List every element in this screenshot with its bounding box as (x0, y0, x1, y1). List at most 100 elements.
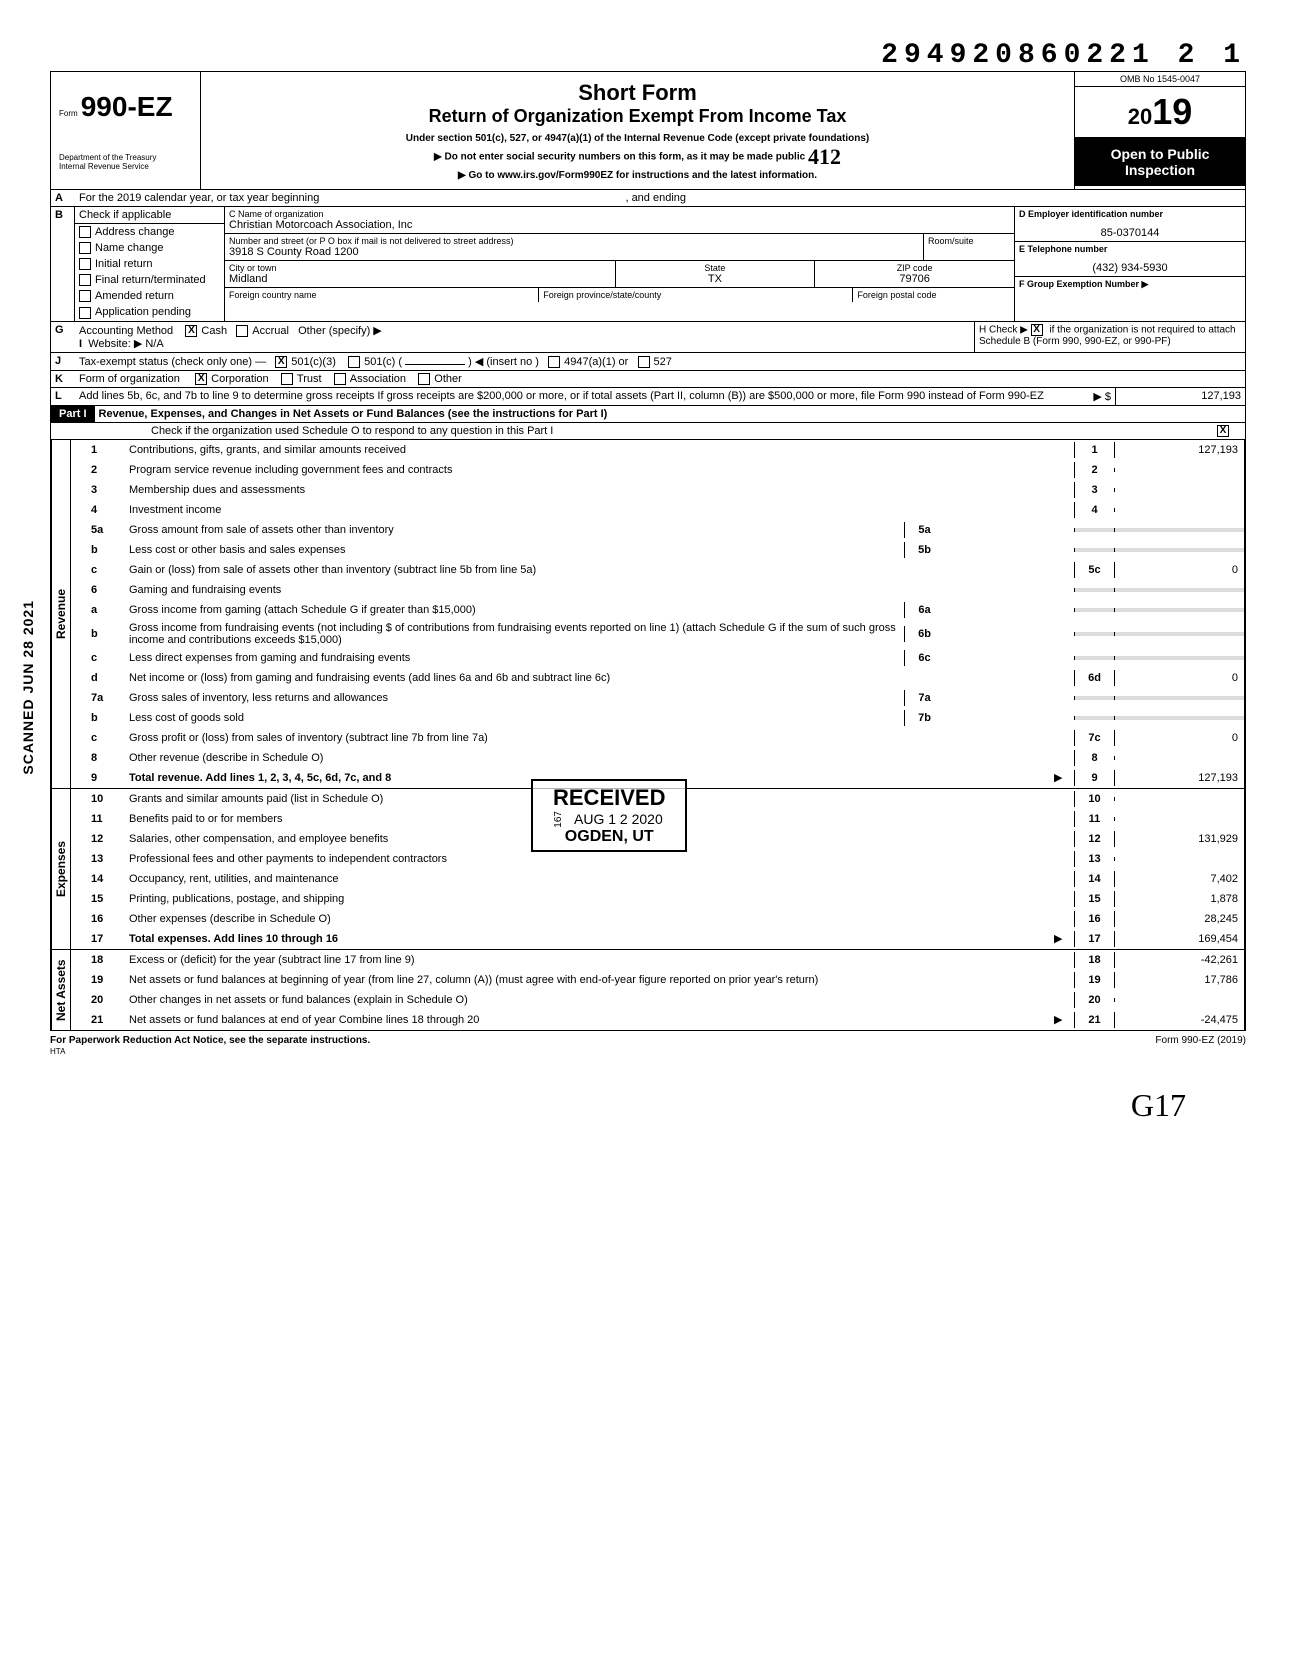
open-public: Open to Public Inspection (1075, 138, 1245, 186)
ln20-desc: Other changes in net assets or fund bala… (125, 992, 1074, 1008)
state-label: State (620, 263, 811, 273)
ln7c-box: 7c (1074, 730, 1114, 746)
checkbox-name-change[interactable] (79, 242, 91, 254)
letter-j: J (51, 353, 75, 370)
ln20-box: 20 (1074, 992, 1114, 1008)
ln5b-shadeval (1114, 548, 1244, 552)
letter-g: G (51, 322, 75, 352)
part1-header-row: Part I Revenue, Expenses, and Changes in… (50, 406, 1246, 423)
ln5b-desc: Less cost or other basis and sales expen… (125, 542, 904, 558)
ln5c-num: c (71, 564, 125, 576)
ln13-val (1114, 857, 1244, 861)
line-k: K Form of organization Corporation Trust… (50, 371, 1246, 388)
checkbox-amended[interactable] (79, 290, 91, 302)
ln6c-shadeval (1114, 656, 1244, 660)
ln7c-desc: Gross profit or (loss) from sales of inv… (125, 730, 1074, 746)
d-label: D Employer identification number (1019, 209, 1241, 219)
ln2-val (1114, 468, 1244, 472)
ln6d-val: 0 (1114, 670, 1244, 686)
checkbox-h[interactable] (1031, 324, 1043, 336)
ln6d-box: 6d (1074, 670, 1114, 686)
part1-check-text: Check if the organization used Schedule … (51, 423, 1205, 439)
i-label: Website: ▶ (88, 338, 142, 350)
ln20-num: 20 (71, 994, 125, 1006)
g-label: Accounting Method (79, 325, 173, 337)
checkbox-schedule-o[interactable] (1217, 425, 1229, 437)
ln17-num: 17 (71, 933, 125, 945)
website: N/A (145, 338, 163, 350)
year-prefix: 20 (1128, 104, 1152, 129)
checkbox-address-change[interactable] (79, 226, 91, 238)
ln19-box: 19 (1074, 972, 1114, 988)
ln1-val: 127,193 (1114, 442, 1244, 458)
ln5b-shade (1074, 548, 1114, 552)
title-cell: Short Form Return of Organization Exempt… (201, 72, 1075, 189)
zip-label: ZIP code (819, 263, 1010, 273)
ln14-desc: Occupancy, rent, utilities, and maintena… (125, 871, 1074, 887)
city: Midland (229, 273, 611, 285)
footer: For Paperwork Reduction Act Notice, see … (50, 1031, 1246, 1057)
ln14-num: 14 (71, 873, 125, 885)
under-section: Under section 501(c), 527, or 4947(a)(1)… (213, 133, 1062, 144)
ln5a-shadeval (1114, 528, 1244, 532)
ln7b-desc: Less cost of goods sold (125, 710, 904, 726)
checkbox-other[interactable] (418, 373, 430, 385)
b-label: Check if applicable (75, 207, 224, 224)
opt-other-specify: Other (specify) ▶ (298, 325, 382, 337)
ln17-box: 17 (1074, 931, 1114, 947)
insert-no-box[interactable] (405, 364, 465, 365)
checkbox-corp[interactable] (195, 373, 207, 385)
checkbox-final-return[interactable] (79, 274, 91, 286)
ln15-val: 1,878 (1114, 891, 1244, 907)
signature: G17 (50, 1057, 1246, 1124)
opt-initial-return: Initial return (95, 258, 152, 270)
ln6b-num: b (71, 628, 125, 640)
ln2-desc: Program service revenue including govern… (125, 462, 1074, 478)
form-number: 990-EZ (81, 91, 173, 122)
ln13-desc: Professional fees and other payments to … (125, 851, 1074, 867)
ln21-val: -24,475 (1114, 1012, 1244, 1028)
opt-final-return: Final return/terminated (95, 274, 206, 286)
ln1-num: 1 (71, 444, 125, 456)
ln3-val (1114, 488, 1244, 492)
ln16-num: 16 (71, 913, 125, 925)
ln6a-ibox: 6a (904, 602, 944, 618)
ln2-box: 2 (1074, 462, 1114, 478)
ln11-num: 11 (71, 813, 125, 825)
checkbox-trust[interactable] (281, 373, 293, 385)
opt-501c: 501(c) ( (364, 356, 402, 368)
h-label: H Check ▶ (979, 324, 1028, 335)
name-address-col: C Name of organization Christian Motorco… (225, 207, 1015, 321)
checkbox-initial-return[interactable] (79, 258, 91, 270)
ln9-arrow: ▶ (1054, 771, 1074, 784)
stamp-location: OGDEN, UT (553, 828, 665, 846)
check-applicable-col: Check if applicable Address change Name … (75, 207, 225, 321)
opt-trust: Trust (297, 373, 322, 385)
f-label: F Group Exemption Number ▶ (1015, 277, 1245, 292)
expenses-section: Expenses 10Grants and similar amounts pa… (50, 789, 1246, 950)
checkbox-501c3[interactable] (275, 356, 287, 368)
checkbox-501c[interactable] (348, 356, 360, 368)
checkbox-accrual[interactable] (236, 325, 248, 337)
checkbox-527[interactable] (638, 356, 650, 368)
ln8-num: 8 (71, 752, 125, 764)
checkbox-4947[interactable] (548, 356, 560, 368)
dfe-col: D Employer identification number 85-0370… (1015, 207, 1245, 321)
ln5b-num: b (71, 544, 125, 556)
checkbox-cash[interactable] (185, 325, 197, 337)
opt-4947: 4947(a)(1) or (564, 356, 628, 368)
ln4-box: 4 (1074, 502, 1114, 518)
checkbox-app-pending[interactable] (79, 307, 91, 319)
ln5c-val: 0 (1114, 562, 1244, 578)
ln15-num: 15 (71, 893, 125, 905)
foreign-country-label: Foreign country name (225, 288, 539, 302)
ln6c-shade (1074, 656, 1114, 660)
ln19-num: 19 (71, 974, 125, 986)
checkbox-assoc[interactable] (334, 373, 346, 385)
part1-label: Part I (51, 406, 95, 422)
scanned-stamp-side: SCANNED JUN 28 2021 (20, 600, 36, 775)
year-cell: OMB No 1545-0047 2019 Open to Public Ins… (1075, 72, 1245, 189)
ln6a-shade (1074, 608, 1114, 612)
ln8-box: 8 (1074, 750, 1114, 766)
do-not-enter: ▶ Do not enter social security numbers o… (213, 144, 1062, 170)
